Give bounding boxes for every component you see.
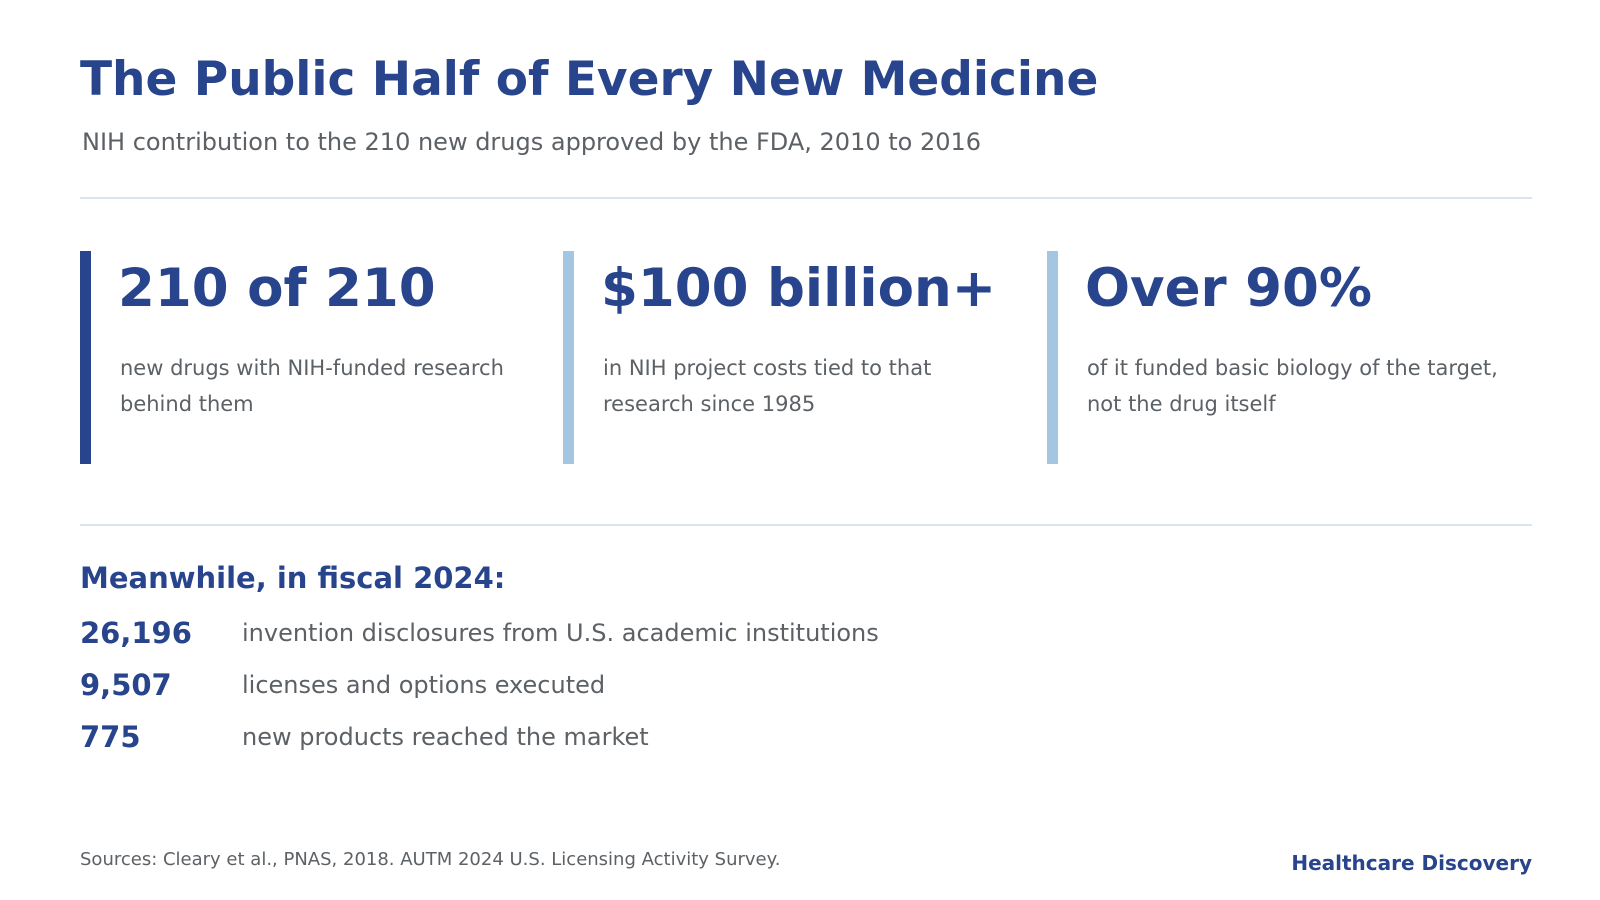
fiscal-section-heading: Meanwhile, in fiscal 2024: xyxy=(80,561,506,595)
stat-card-funding: $100 billion+ in NIH project costs tied … xyxy=(563,251,1003,464)
stat-accent-bar xyxy=(80,251,91,464)
stat-accent-bar xyxy=(563,251,574,464)
stat-value: 210 of 210 xyxy=(118,258,436,319)
stat-value: Over 90% xyxy=(1085,258,1372,319)
top-divider xyxy=(80,197,1532,199)
stat-card-basic-biology: Over 90% of it funded basic biology of t… xyxy=(1047,251,1498,464)
metric-value: 26,196 xyxy=(80,616,192,650)
metric-label: invention disclosures from U.S. academic… xyxy=(242,619,879,647)
stat-description: in NIH project costs tied to that resear… xyxy=(603,356,932,416)
middle-divider xyxy=(80,524,1532,526)
metric-row-products: 775 new products reached the market xyxy=(80,720,1180,760)
stat-description: of it funded basic biology of the target… xyxy=(1087,356,1498,416)
metric-label: licenses and options executed xyxy=(242,671,606,699)
metric-row-disclosures: 26,196 invention disclosures from U.S. a… xyxy=(80,616,1180,656)
brand-wordmark: Healthcare Discovery xyxy=(1291,851,1532,875)
stat-description: new drugs with NIH-funded research behin… xyxy=(120,356,504,416)
page-title: The Public Half of Every New Medicine xyxy=(80,52,1099,107)
stat-accent-bar xyxy=(1047,251,1058,464)
metric-value: 9,507 xyxy=(80,668,172,702)
page-subtitle: NIH contribution to the 210 new drugs ap… xyxy=(82,128,982,156)
sources-note: Sources: Cleary et al., PNAS, 2018. AUTM… xyxy=(80,849,781,870)
metric-value: 775 xyxy=(80,720,141,754)
metric-row-licenses: 9,507 licenses and options executed xyxy=(80,668,1180,708)
stat-card-drugs: 210 of 210 new drugs with NIH-funded res… xyxy=(80,251,520,464)
stat-value: $100 billion+ xyxy=(601,258,997,319)
metric-label: new products reached the market xyxy=(242,723,649,751)
